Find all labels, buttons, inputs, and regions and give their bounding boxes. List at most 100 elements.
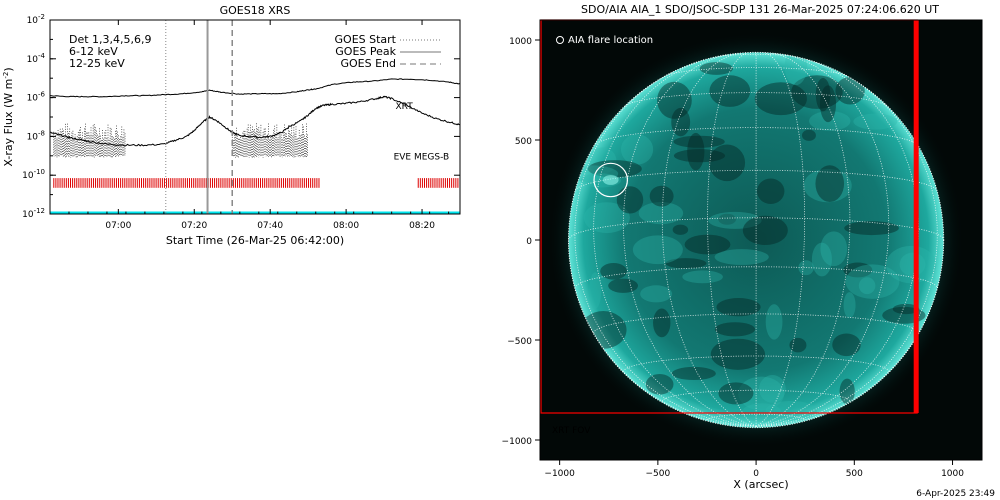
dark-region bbox=[671, 107, 691, 137]
dark-region bbox=[616, 186, 644, 214]
goes-x-tick-label: 08:20 bbox=[409, 221, 435, 231]
goes-y-tick-label: 10-6 bbox=[27, 91, 46, 104]
bright-region bbox=[638, 201, 684, 225]
dark-region bbox=[653, 308, 671, 338]
dark-region bbox=[754, 82, 807, 116]
heliographic-grid bbox=[568, 52, 944, 427]
aia-image-title: SDO/AIA AIA_1 SDO/JSOC-SDP 131 26-Mar-20… bbox=[581, 3, 939, 16]
legend-right-item-2: GOES End bbox=[340, 57, 396, 70]
goes-x-axis-label: Start Time (26-Mar-25 06:42:00) bbox=[166, 234, 344, 247]
legend-left-item-1: 6-12 keV bbox=[69, 45, 118, 58]
legend-left-item-0: Det 1,3,4,5,6,9 bbox=[69, 33, 152, 46]
solar-disk bbox=[568, 52, 944, 428]
dark-region bbox=[671, 366, 716, 381]
legend-right-item-0: GOES Start bbox=[335, 33, 397, 46]
dark-region bbox=[709, 75, 751, 107]
dark-region bbox=[708, 144, 746, 182]
dark-region bbox=[684, 234, 731, 255]
aia-x-tick-label: −1000 bbox=[544, 469, 575, 479]
longitude-line bbox=[756, 54, 890, 427]
bright-region bbox=[886, 245, 937, 284]
dark-region bbox=[819, 85, 837, 123]
dark-region bbox=[714, 322, 756, 337]
aia-y-tick-label: −500 bbox=[507, 337, 532, 347]
dark-region bbox=[600, 263, 627, 280]
goes-series-line-0 bbox=[49, 78, 461, 98]
legend-left-item-2: 12-25 keV bbox=[69, 57, 125, 70]
legend-right-item-1: GOES Peak bbox=[335, 45, 396, 58]
longitude-line bbox=[574, 71, 757, 427]
instrument-label-0: XRT bbox=[395, 102, 413, 112]
bright-region bbox=[853, 113, 898, 130]
dark-region bbox=[649, 185, 674, 207]
dark-region bbox=[710, 338, 766, 370]
instrument-label-1: EVE MEGS-B bbox=[394, 153, 450, 163]
dark-region bbox=[756, 178, 785, 205]
aia-image-panel: SDO/AIA AIA_1 SDO/JSOC-SDP 131 26-Mar-20… bbox=[502, 3, 983, 491]
goes-x-tick-label: 07:40 bbox=[257, 221, 283, 231]
dark-region bbox=[843, 262, 873, 278]
dark-region bbox=[718, 213, 737, 225]
xrt-coverage-bars-0 bbox=[53, 178, 320, 188]
aia-x-axis-label: X (arcsec) bbox=[733, 478, 788, 491]
goes-x-tick-label: 07:00 bbox=[105, 221, 131, 231]
aia-y-tick-label: −1000 bbox=[502, 437, 533, 447]
solar-limb bbox=[567, 51, 945, 429]
rhessi-noise-0 bbox=[53, 123, 126, 158]
aia-axes: −1000 −500 0 500 1000 1000 500 0 −500 −1000 bbox=[502, 19, 983, 479]
latitude-line bbox=[574, 266, 938, 289]
longitude-line bbox=[593, 56, 757, 427]
aia-x-tick-label: 1000 bbox=[941, 469, 964, 479]
longitude-line bbox=[756, 71, 938, 427]
dark-region bbox=[815, 165, 845, 203]
goes-series-line-1 bbox=[50, 95, 461, 147]
flare-legend-label: AIA flare location bbox=[568, 35, 653, 46]
footer-date: 6-Apr-2025 23:49 bbox=[916, 489, 995, 499]
dark-region bbox=[716, 298, 761, 317]
latitude-line bbox=[664, 67, 848, 77]
dark-region bbox=[645, 373, 674, 395]
bright-region bbox=[843, 292, 856, 319]
dark-region bbox=[608, 278, 638, 293]
bright-region bbox=[803, 168, 852, 203]
goes-y-tick-label: 10-10 bbox=[22, 168, 45, 181]
dark-region bbox=[791, 75, 843, 109]
aia-y-tick-label: 500 bbox=[515, 137, 532, 147]
bright-region bbox=[620, 134, 654, 165]
goes-chart-title: GOES18 XRS bbox=[220, 4, 291, 17]
xrt-fov-label: XRT FOV bbox=[552, 426, 591, 436]
goes-x-tick-label: 07:20 bbox=[181, 221, 207, 231]
dark-region bbox=[835, 76, 865, 105]
aia-y-tick-label: 0 bbox=[526, 237, 532, 247]
goes-y-axis-label: X-ray Flux (W m-2) bbox=[2, 67, 15, 166]
latitude-line bbox=[593, 313, 919, 334]
bright-region bbox=[820, 231, 848, 267]
flare-bright-kernel bbox=[602, 175, 619, 185]
bright-region bbox=[583, 202, 630, 234]
dark-region bbox=[673, 149, 726, 163]
bright-region bbox=[714, 249, 769, 265]
flare-location-circle bbox=[593, 162, 629, 198]
aia-sun-image: XRT FOV AIA flare location bbox=[540, 19, 967, 451]
bright-region bbox=[738, 376, 785, 411]
dark-region bbox=[672, 224, 689, 235]
bright-region bbox=[811, 242, 832, 277]
bright-region bbox=[588, 147, 617, 175]
dark-region bbox=[801, 129, 816, 141]
dark-region bbox=[718, 382, 754, 405]
dark-region bbox=[844, 221, 899, 236]
dark-region bbox=[687, 132, 705, 171]
dark-region bbox=[742, 215, 788, 246]
aia-y-tick-label: 1000 bbox=[509, 37, 532, 47]
bright-region bbox=[708, 211, 762, 229]
rhessi-noise-1 bbox=[231, 123, 308, 158]
bright-region bbox=[765, 304, 783, 340]
xrt-coverage-bars-1 bbox=[417, 178, 461, 188]
dark-region bbox=[892, 303, 920, 315]
goes-y-tick-label: 10-12 bbox=[22, 207, 45, 220]
latitude-line bbox=[661, 389, 851, 402]
bright-region bbox=[759, 375, 786, 403]
longitude-line bbox=[622, 54, 757, 427]
